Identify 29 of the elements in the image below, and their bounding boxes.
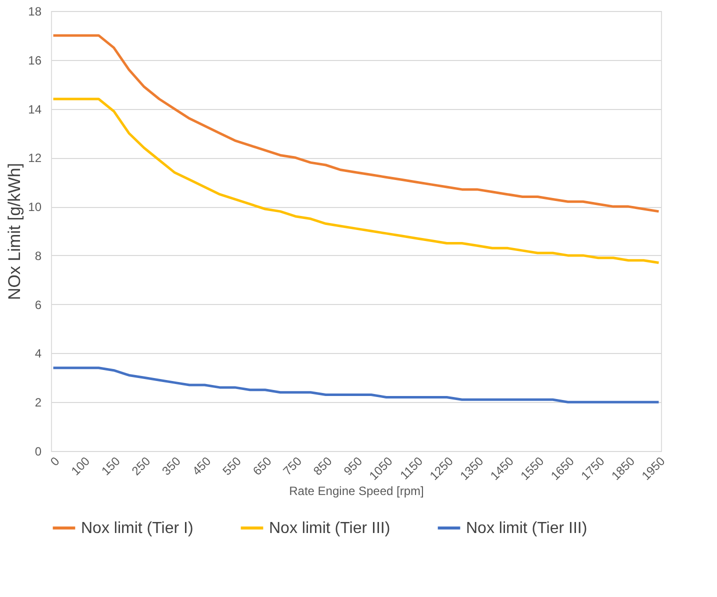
y-tick-label: 10 [28,200,42,214]
x-axis-title: Rate Engine Speed [rpm] [289,484,424,498]
x-tick-label: 100 [68,454,93,478]
y-tick-label: 12 [28,151,42,166]
y-tick-label: 2 [34,396,42,410]
y-tick-label: 8 [34,248,42,263]
x-tick-label: 350 [159,454,184,478]
y-tick-label: 4 [34,346,42,361]
y-tick-label: 16 [28,53,42,68]
x-tick-label: 150 [98,454,124,478]
y-tick-label: 18 [28,4,42,18]
x-tick-label: 850 [310,454,335,478]
x-tick-label: 550 [220,454,244,478]
y-tick-label: 14 [28,102,42,116]
x-tick-label: 750 [280,454,305,478]
y-tick-label: 6 [34,298,42,312]
x-tick-label: 250 [129,454,154,478]
line-series [52,366,660,404]
y-tick-label: 0 [34,444,42,458]
x-tick-label: 450 [190,454,214,478]
line-series [52,34,660,213]
x-tick-label: 0 [48,454,62,469]
legend-label: Nox limit (Tier III) [269,520,390,537]
legend-label: Nox limit (Tier III) [466,520,588,537]
x-tick-label: 950 [340,454,366,478]
y-axis-title: NOx Limit [g/kWh] [5,163,24,300]
line-series [52,98,660,264]
x-tick-label: 650 [250,454,274,478]
legend-label: Nox limit (Tier I) [81,520,194,537]
